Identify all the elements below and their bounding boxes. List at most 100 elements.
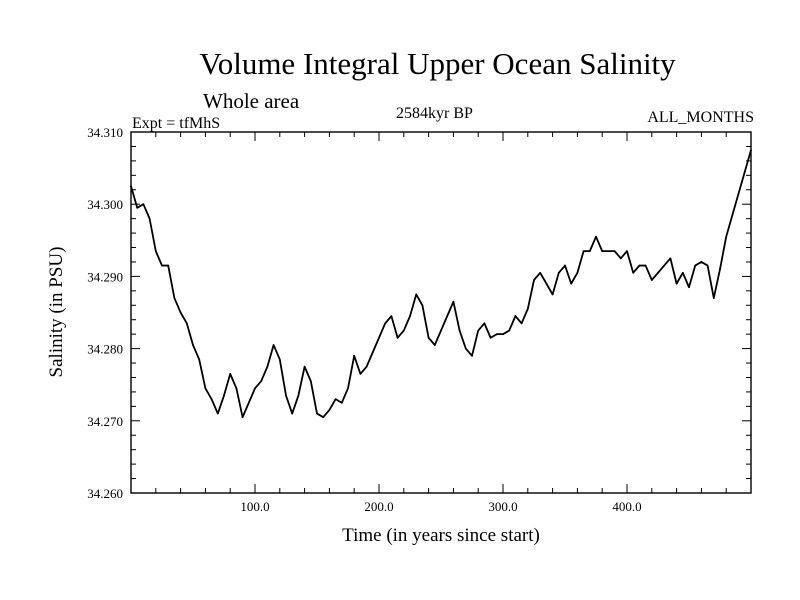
series-point <box>136 207 138 209</box>
series-point <box>750 149 752 151</box>
series-point <box>669 257 672 260</box>
series-point <box>632 271 634 274</box>
series-point <box>372 351 374 354</box>
salinity-series-line <box>130 149 752 419</box>
series-points <box>130 149 752 418</box>
series-point <box>142 203 145 205</box>
series-point <box>477 329 480 332</box>
series-point <box>644 264 647 267</box>
series-point <box>421 304 424 307</box>
axis-ticks <box>131 131 751 494</box>
series-point <box>161 264 163 267</box>
series-point <box>297 394 300 397</box>
series-point <box>155 250 157 252</box>
y-tick-label: 34.280 <box>87 342 123 357</box>
series-point <box>694 264 696 267</box>
x-tick-label: 300.0 <box>488 499 517 514</box>
series-point <box>483 322 486 325</box>
series-point <box>520 322 523 325</box>
series-point <box>675 282 678 285</box>
series-point <box>595 235 597 238</box>
series-point <box>198 358 200 361</box>
series-point <box>737 192 740 195</box>
series-point <box>303 365 306 368</box>
series-point <box>217 412 219 415</box>
series-point <box>744 170 746 173</box>
series-point <box>434 344 436 346</box>
series-point <box>291 412 294 415</box>
series-point <box>452 300 455 303</box>
series-point <box>279 358 281 361</box>
series-point <box>713 297 715 299</box>
y-tick-label: 34.310 <box>87 125 123 140</box>
series-point <box>384 322 387 325</box>
series-point <box>576 271 579 274</box>
series-point <box>130 185 132 187</box>
x-tick-label: 200.0 <box>364 499 393 514</box>
series-point <box>446 315 449 317</box>
series-point <box>663 264 665 267</box>
series-point <box>272 344 275 346</box>
axis-tick-labels: 100.0 200.0 300.0 400.0 34.260 34.270 34.280 34… <box>87 125 641 514</box>
series-point <box>167 264 169 267</box>
series-point <box>558 271 560 274</box>
series-point <box>204 387 207 390</box>
y-tick-label: 34.260 <box>87 486 123 501</box>
series-point <box>427 336 430 339</box>
series-point <box>508 329 511 332</box>
series-point <box>545 282 548 285</box>
series-point <box>551 293 554 296</box>
series-point <box>626 250 628 252</box>
plot-area-frame <box>130 131 752 494</box>
series-point <box>496 333 498 335</box>
series-point <box>651 279 653 281</box>
series-point <box>254 387 256 390</box>
series-point <box>638 264 641 267</box>
series-point <box>539 271 541 274</box>
series-point <box>248 401 250 404</box>
series-point <box>415 293 418 296</box>
series-point <box>210 398 213 400</box>
series-point <box>260 380 263 382</box>
series-point <box>725 235 727 238</box>
y-tick-label: 34.290 <box>87 269 123 284</box>
series-point <box>328 409 331 411</box>
series-point <box>489 336 492 339</box>
series-point <box>235 387 238 390</box>
series-point <box>589 250 591 252</box>
series-point <box>353 355 356 357</box>
series-point <box>334 398 337 400</box>
x-axis-title: Time (in years since start) <box>342 525 540 546</box>
series-point <box>285 394 287 397</box>
series-point <box>502 333 504 335</box>
series-point <box>365 365 368 368</box>
series-point <box>719 268 721 270</box>
x-tick-label: 100.0 <box>240 499 269 514</box>
series-point <box>570 282 572 285</box>
series-point <box>266 365 269 368</box>
series-point <box>390 315 393 317</box>
series-point <box>601 250 603 252</box>
series-point <box>229 373 231 375</box>
series-point <box>173 297 176 299</box>
y-tick-label: 34.270 <box>87 414 123 429</box>
epoch-label: 2584kyr BP <box>396 105 473 122</box>
series-point <box>341 401 343 404</box>
series-point <box>613 250 616 252</box>
series-point <box>688 286 690 289</box>
series-point <box>527 308 529 310</box>
series-point <box>514 315 517 317</box>
series-point <box>322 416 325 418</box>
series-point <box>458 329 461 332</box>
series-point <box>347 387 349 390</box>
series-point <box>316 412 318 415</box>
months-label: ALL_MONTHS <box>647 109 754 126</box>
series-point <box>471 355 473 357</box>
series-point <box>359 373 362 375</box>
y-axis-title: Salinity (in PSU) <box>46 247 67 378</box>
series-point <box>706 264 709 267</box>
series-point <box>409 315 411 317</box>
experiment-label: Expt = tfMhS <box>132 115 221 132</box>
series-point <box>403 329 405 332</box>
series-point <box>700 261 703 263</box>
